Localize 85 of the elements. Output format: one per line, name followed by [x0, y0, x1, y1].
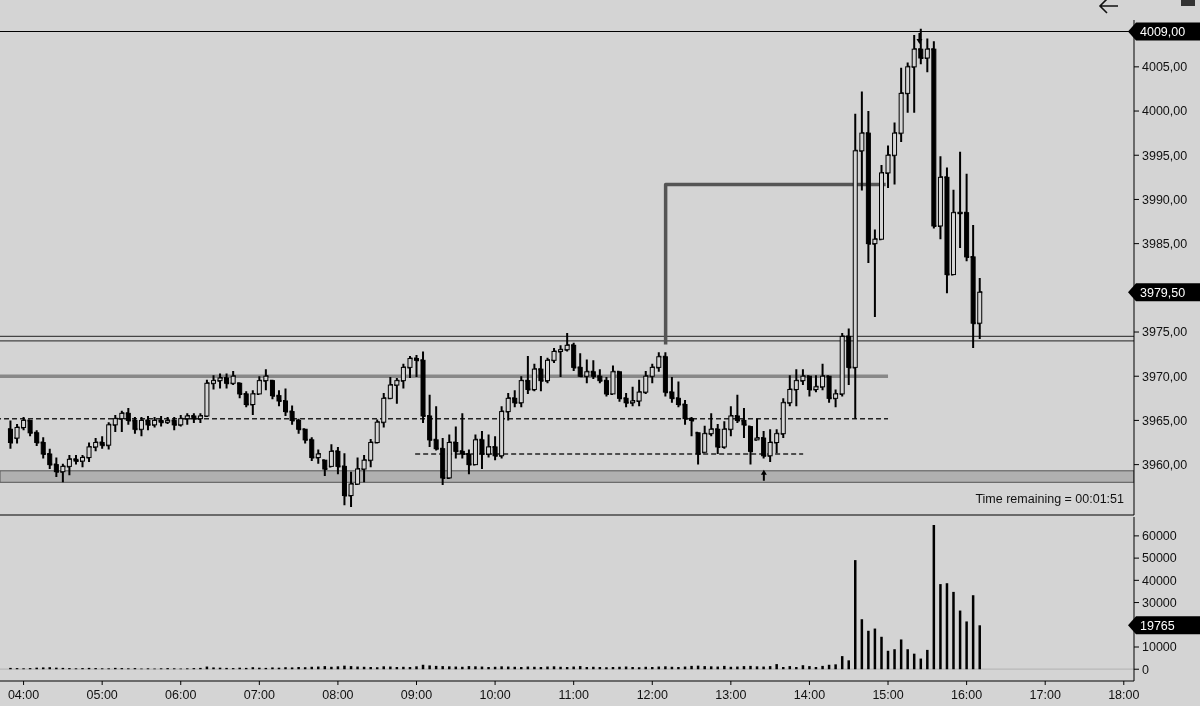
bar — [926, 649, 929, 670]
bar — [880, 636, 883, 670]
y-tick-label: 3975,00 — [1142, 325, 1188, 340]
y-tick-label: 3990,00 — [1142, 192, 1188, 207]
y-tick-label: 30000 — [1142, 595, 1177, 610]
bar — [487, 667, 490, 670]
x-tick-label: 17:00 — [1029, 688, 1061, 702]
y-tick-label: 4005,00 — [1142, 60, 1188, 75]
bar — [749, 665, 752, 670]
x-tick-label: 05:00 — [86, 688, 118, 702]
bar — [703, 666, 706, 670]
bar — [428, 665, 431, 670]
bar — [500, 666, 503, 670]
bar — [461, 666, 464, 670]
y-tick-label: 10000 — [1142, 640, 1177, 655]
x-tick-label: 15:00 — [872, 688, 904, 702]
bar — [48, 667, 51, 670]
bar — [939, 584, 942, 670]
bar — [448, 666, 451, 670]
bar — [415, 666, 418, 670]
y-tick-label: 3970,00 — [1142, 369, 1188, 384]
y-tick-label: 4000,00 — [1142, 104, 1188, 119]
x-tick-label: 09:00 — [400, 688, 433, 702]
bar — [441, 666, 444, 670]
y-tick-label: 50000 — [1142, 551, 1177, 566]
y-tick-label: 60000 — [1142, 529, 1177, 544]
bar — [978, 625, 981, 670]
x-tick-label: 12:00 — [636, 688, 668, 702]
x-tick-label: 10:00 — [479, 688, 511, 702]
bar — [664, 666, 667, 670]
bar — [513, 666, 516, 670]
bar — [821, 665, 824, 670]
bar — [618, 666, 621, 670]
x-tick-label: 16:00 — [950, 688, 983, 702]
bar — [952, 591, 955, 670]
bar — [795, 667, 798, 670]
x-tick-label: 14:00 — [793, 688, 826, 702]
bar — [834, 664, 837, 670]
bar — [906, 649, 909, 670]
x-tick-label: 04:00 — [7, 688, 40, 702]
bar — [644, 666, 647, 670]
x-tick-label: 13:00 — [715, 688, 747, 702]
bar — [402, 666, 405, 670]
annotation: Time remaining = 00:01:51 — [975, 492, 1125, 506]
bar — [893, 649, 896, 670]
bar — [775, 664, 778, 670]
x-tick-label: 08:00 — [322, 688, 354, 702]
bar — [965, 621, 968, 670]
bar — [677, 667, 680, 670]
bar — [854, 560, 857, 670]
bar — [867, 630, 870, 670]
bar — [808, 666, 811, 670]
y-tick-label: 3985,00 — [1142, 237, 1188, 252]
x-tick-label: 18:00 — [1108, 688, 1140, 702]
text: 19765 — [1140, 618, 1175, 633]
bar — [559, 666, 562, 670]
text: 3979,50 — [1140, 285, 1186, 300]
bar — [533, 666, 536, 670]
x-tick-label: 07:00 — [243, 688, 276, 702]
bar — [330, 666, 333, 670]
y-tick-label: 3965,00 — [1142, 413, 1188, 428]
bar — [297, 667, 300, 670]
bar — [631, 667, 634, 670]
bar — [592, 666, 595, 670]
candlestick — [315, 448, 321, 465]
x-tick-label: 06:00 — [165, 688, 197, 702]
bar — [605, 667, 608, 670]
y-tick-label: 0 — [1142, 662, 1149, 677]
bar — [284, 667, 287, 670]
bar — [690, 665, 693, 670]
bar — [520, 667, 523, 670]
bar — [847, 660, 850, 670]
y-tick-label: 3995,00 — [1142, 148, 1188, 163]
x-tick-label: 11:00 — [558, 688, 589, 702]
y-tick-label: 3960,00 — [1142, 457, 1188, 472]
ref-line-label: 4009,00 — [1140, 24, 1186, 39]
bar — [369, 667, 372, 670]
bar — [343, 665, 346, 670]
bar — [723, 665, 726, 670]
y-tick-label: 40000 — [1142, 573, 1177, 588]
bar — [382, 666, 385, 670]
bar — [782, 667, 785, 670]
bar — [474, 666, 477, 670]
candlestick — [322, 459, 328, 478]
bar — [651, 667, 654, 670]
